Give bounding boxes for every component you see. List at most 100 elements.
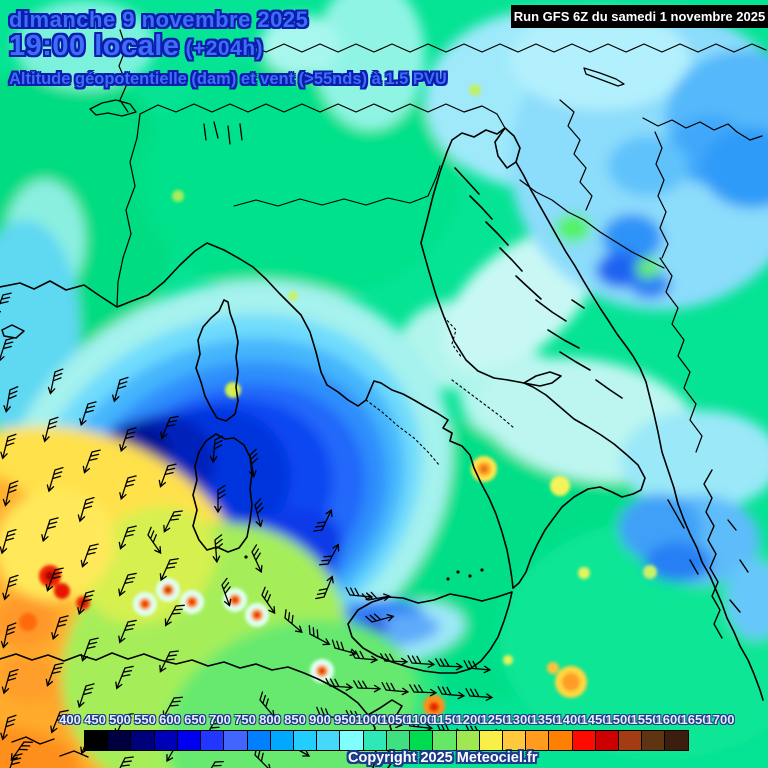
wind-max-spot (643, 565, 657, 579)
wind-max-spot (172, 190, 184, 202)
wind-max-spot (503, 655, 513, 665)
wind-barb (405, 717, 434, 732)
coastline-path (451, 127, 506, 141)
colorbar-tick-label: 850 (284, 712, 306, 727)
contour-blob (726, 560, 768, 640)
colorbar-tick-label: 1350 (530, 712, 560, 727)
colorbar-tick-label: 600 (159, 712, 181, 727)
wind-barb (41, 517, 59, 543)
colorbar-tick-label: 450 (84, 712, 106, 727)
wind-barb (254, 498, 264, 528)
wind-barb (118, 619, 137, 644)
colorbar-cell (223, 730, 248, 751)
contour-blob (555, 214, 591, 242)
wind-barb (80, 637, 99, 662)
colorbar-cell (130, 730, 155, 751)
islet-dot (456, 570, 460, 574)
coastline-path (420, 139, 525, 384)
wind-barb (380, 653, 409, 666)
colorbar-tick-label: 1100 (405, 712, 435, 727)
contour-blob (315, 0, 425, 130)
colorbar-tick-label: 1250 (480, 712, 510, 727)
colorbar-cell (641, 730, 666, 751)
colorbar-cell (246, 730, 271, 751)
wind-barb (316, 706, 343, 722)
coastline-path (523, 371, 562, 387)
coastline-path (559, 351, 591, 371)
colorbar-cell (200, 730, 225, 751)
wind-barb (45, 567, 64, 592)
coastline-path (213, 121, 219, 139)
wind-max-spot (54, 583, 70, 599)
wind-max-spot (142, 601, 148, 607)
map-time-title: 19:00 locale (+204h) (9, 30, 263, 63)
coastline-path (443, 316, 463, 359)
wind-barb (119, 475, 137, 501)
wind-barb (5, 753, 23, 768)
colorbar-cell (455, 730, 480, 751)
copyright-notice: Copyright 2025 Meteociel.fr (348, 750, 538, 766)
wind-maxima-spots-layer (19, 84, 657, 717)
wind-barb (214, 484, 226, 514)
wind-max-spot (19, 613, 37, 631)
colorbar-tick-label: 550 (134, 712, 156, 727)
coastline-path (192, 433, 253, 553)
coastline-path (494, 127, 521, 169)
map-date-title: dimanche 9 novembre 2025 (9, 7, 309, 32)
colorbar-scale (84, 730, 689, 751)
colorbar-cell (432, 730, 457, 751)
coastline-path (233, 165, 441, 207)
wind-max-spot (189, 599, 195, 605)
coastline-path (367, 699, 403, 768)
wind-barb (46, 466, 64, 493)
coastline-path (116, 113, 141, 307)
wind-barb (0, 337, 15, 363)
wind-barb (3, 386, 19, 413)
colorbar-cell (269, 730, 294, 751)
wind-barb (119, 427, 137, 453)
wind-barb (160, 415, 179, 440)
colorbar-tick-label: 400 (59, 712, 81, 727)
contour-blob (644, 542, 712, 582)
contour-blob (636, 258, 660, 278)
wind-barb (203, 760, 224, 768)
colorbar-tick-label: 1450 (580, 712, 610, 727)
wind-max-spot (429, 702, 439, 712)
wind-barb (345, 709, 374, 724)
islet-dot (468, 574, 472, 578)
colorbar-cell (292, 730, 318, 751)
wind-max-spot (547, 662, 559, 674)
colorbar-cell (84, 730, 109, 751)
coastline-path (347, 591, 513, 674)
coastline-path (515, 275, 542, 300)
coastline-path (659, 257, 703, 453)
contour-blob (510, 10, 690, 110)
coastline-path (89, 99, 137, 117)
wind-barb (118, 525, 137, 550)
wind-barb (159, 650, 179, 673)
coastline-path (515, 161, 764, 701)
coastline-path (0, 652, 378, 768)
wind-barb (47, 368, 64, 395)
wind-barb (345, 586, 374, 601)
wind-barb (162, 696, 183, 719)
colorbar-cell (409, 730, 434, 751)
wind-barb (0, 622, 17, 649)
wind-max-spot (319, 668, 325, 674)
wind-max-spot (288, 291, 298, 301)
coastlines-borders-layer (0, 29, 767, 768)
colorbar-cell (571, 730, 596, 751)
wind-max-spot (562, 673, 580, 691)
coastline-path (642, 117, 763, 141)
wind-barb (77, 590, 95, 616)
wind-barb (465, 688, 494, 701)
wind-barb (10, 741, 33, 762)
wind-max-spot (165, 587, 171, 593)
colorbar-cell (618, 730, 643, 751)
colorbar-tick-label: 650 (184, 712, 206, 727)
wind-barb (159, 558, 179, 582)
wind-barb (158, 463, 177, 488)
wind-barb (118, 572, 137, 597)
